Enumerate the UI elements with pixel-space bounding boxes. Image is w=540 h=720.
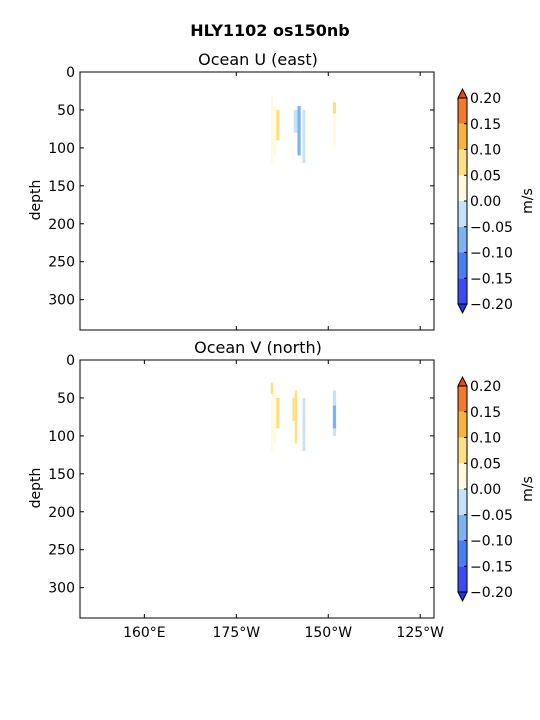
data-cell-5 (294, 390, 297, 444)
y-tick-label: 0 (66, 65, 75, 81)
colorbar-segment-4 (458, 175, 467, 201)
y-axis-label-v: depth (28, 468, 44, 509)
y-tick-label: 0 (66, 353, 75, 369)
y-axis-label-u: depth (28, 180, 44, 221)
data-cell-2 (276, 109, 280, 141)
colorbar-segment-3 (458, 201, 467, 227)
y-tick-label: 300 (48, 581, 75, 597)
colorbar-segment-6 (458, 123, 467, 150)
colorbar-segment-7 (458, 386, 467, 412)
colorbar-extend-max (457, 375, 468, 387)
y-tick-label: 100 (48, 429, 75, 445)
colorbar-tick-label: −0.20 (470, 585, 513, 601)
colorbar-tick-label: −0.15 (470, 559, 513, 575)
colorbar-label-v: m/s (520, 476, 536, 502)
colorbar-extend-min (457, 303, 468, 315)
colorbar-segment-0 (458, 566, 467, 592)
colorbar-segment-7 (458, 98, 467, 124)
y-tick-label: 200 (48, 217, 75, 233)
data-cell-1 (273, 106, 277, 156)
data-cell-6 (302, 397, 306, 452)
y-tick-label: 50 (57, 391, 75, 407)
colorbar-tick-label: 0.00 (470, 482, 501, 498)
colorbar-tick-label: −0.05 (470, 508, 513, 524)
colorbar-segment-1 (458, 540, 467, 567)
data-cell-4 (292, 397, 295, 421)
y-tick-label: 300 (48, 293, 75, 309)
y-tick-label: 200 (48, 505, 75, 521)
colorbar-segment-2 (458, 514, 467, 541)
colorbar-label-u: m/s (520, 188, 536, 214)
colorbar-tick-label: −0.15 (470, 271, 513, 287)
colorbar-segment-0 (458, 278, 467, 304)
x-tick-label: 175°W (213, 625, 261, 641)
colorbar-segment-1 (458, 252, 467, 279)
data-cell-3 (276, 397, 280, 429)
colorbar-tick-label: 0.00 (470, 194, 501, 210)
data-cell-5 (302, 109, 306, 164)
colorbar-segment-5 (458, 149, 467, 176)
y-tick-label: 50 (57, 103, 75, 119)
data-cell-8 (332, 405, 337, 429)
panel-ocean-u: Ocean U (east) depth m/s 0 50 100 150 200 250… (28, 50, 536, 331)
colorbar-segment-4 (458, 463, 467, 489)
colorbar-tick-label: 0.15 (470, 117, 501, 133)
data-cell-0 (270, 382, 274, 452)
plot-frame (79, 359, 435, 619)
data-cell-3 (293, 109, 298, 133)
colorbar-tick-label: 0.05 (470, 456, 501, 472)
figure-title: HLY1102 os150nb (190, 21, 350, 40)
panel-title-u: Ocean U (east) (198, 50, 318, 69)
data-cell-1 (270, 382, 274, 395)
colorbar-tick-label: 0.20 (470, 91, 501, 107)
colorbar-tick-label: 0.10 (470, 431, 501, 447)
panel-ocean-v: Ocean V (north) depth m/s 0 50 100 150 200 25… (28, 338, 536, 641)
plot-frame (79, 71, 435, 331)
colorbar-extend-max (457, 87, 468, 99)
colorbar-tick-label: 0.15 (470, 405, 501, 421)
colorbar-tick-label: 0.05 (470, 168, 501, 184)
data-cell-2 (273, 390, 277, 444)
colorbar-tick-label: −0.05 (470, 220, 513, 236)
colorbar-tick-label: 0.20 (470, 379, 501, 395)
y-tick-label: 250 (48, 255, 75, 271)
y-tick-label: 250 (48, 543, 75, 559)
y-tick-label: 150 (48, 467, 75, 483)
data-cell-4 (297, 106, 301, 156)
colorbar-tick-label: 0.10 (470, 143, 501, 159)
x-tick-label: 125°W (396, 625, 444, 641)
y-tick-label: 100 (48, 141, 75, 157)
panel-title-v: Ocean V (north) (194, 338, 322, 357)
y-tick-label: 150 (48, 179, 75, 195)
colorbar-segment-6 (458, 411, 467, 438)
data-cell-7 (332, 113, 337, 148)
colorbar-tick-label: −0.10 (470, 246, 513, 262)
colorbar-tick-label: −0.20 (470, 297, 513, 313)
colorbar-tick-label: −0.10 (470, 534, 513, 550)
data-cell-6 (332, 102, 337, 114)
colorbar-segment-2 (458, 226, 467, 253)
x-tick-label: 160°E (123, 625, 166, 641)
data-cell-0 (270, 94, 274, 164)
x-tick-label: 150°W (304, 625, 352, 641)
colorbar-extend-min (457, 591, 468, 603)
colorbar-segment-3 (458, 489, 467, 515)
colorbar-segment-5 (458, 437, 467, 464)
